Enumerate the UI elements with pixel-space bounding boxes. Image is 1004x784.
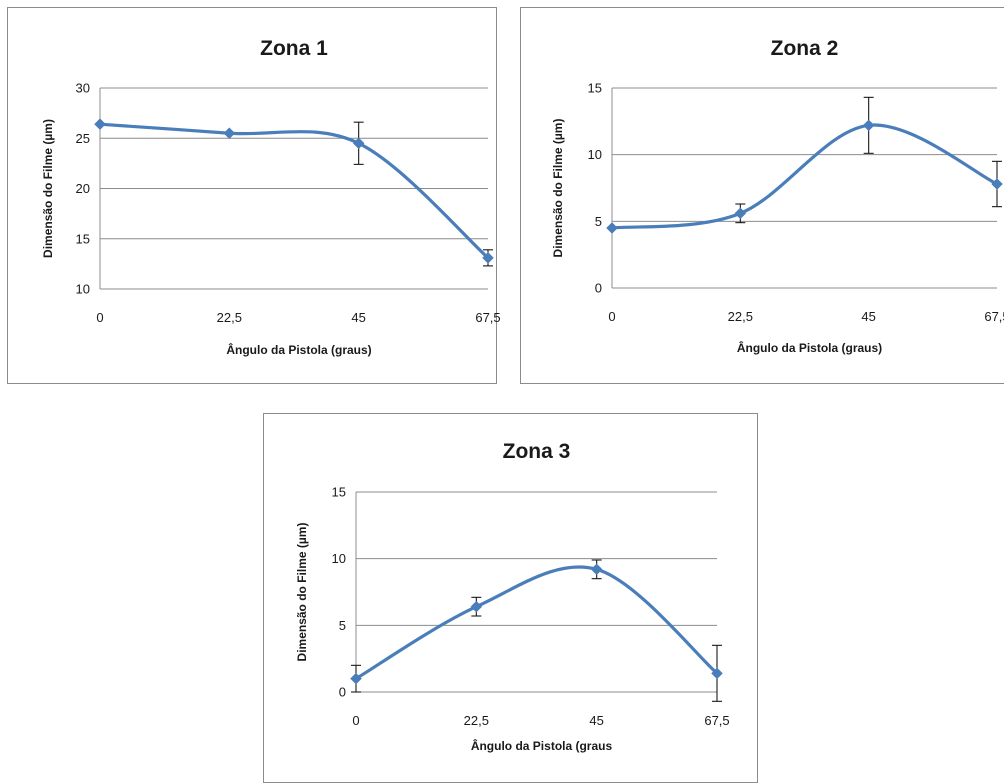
y-axis-label: Dimensão do Filme (µm)	[551, 119, 565, 258]
x-tick-label: 0	[352, 713, 359, 728]
data-point	[862, 119, 875, 132]
chart-zona-1-plot: Zona 1 10 15 20 25 30 0 22,5 45 67,5 Ângulo da Pis…	[41, 37, 501, 357]
chart-title: Zona 3	[503, 440, 571, 463]
chart-zona-3: Zona 3 0 5 10 15 0 22,5 45 67,5 Ângulo da Pistola…	[263, 413, 758, 783]
x-tick-label: 22,5	[217, 310, 242, 325]
x-tick-label: 22,5	[464, 713, 489, 728]
y-tick-label: 10	[332, 551, 346, 566]
y-tick-label: 30	[76, 81, 90, 96]
x-tick-label: 67,5	[475, 310, 500, 325]
y-axis-label: Dimensão do Filme (µm)	[41, 119, 55, 258]
y-tick-label: 15	[76, 231, 90, 246]
x-tick-label: 0	[608, 309, 615, 324]
y-tick-label: 15	[588, 81, 602, 96]
y-tick-label: 0	[339, 685, 346, 700]
data-point	[606, 222, 618, 234]
data-point	[734, 207, 747, 220]
data-point	[590, 563, 603, 576]
y-tick-label: 10	[588, 147, 602, 162]
x-tick-label: 67,5	[704, 713, 729, 728]
chart-zona-1: Zona 1 10 15 20 25 30 0 22,5 45 67,5 Ângulo da Pis…	[7, 7, 501, 384]
data-point	[711, 667, 723, 680]
chart-title: Zona 1	[260, 37, 328, 60]
data-point	[223, 127, 236, 140]
data-point	[350, 672, 362, 685]
data-point	[991, 178, 1003, 190]
x-tick-label: 45	[589, 713, 603, 728]
data-point	[352, 137, 365, 150]
chart-zona-3-plot: Zona 3 0 5 10 15 0 22,5 45 67,5 Ângulo da Pistola…	[295, 440, 730, 753]
data-point	[94, 118, 106, 131]
x-tick-label: 45	[351, 310, 365, 325]
x-tick-label: 22,5	[728, 309, 753, 324]
y-tick-label: 15	[332, 485, 346, 500]
series-line	[610, 123, 999, 230]
x-tick-label: 0	[96, 310, 103, 325]
series-line	[98, 122, 490, 260]
x-axis-label: Ângulo da Pistola (graus	[471, 738, 613, 753]
x-axis-label: Ângulo da Pistola (graus)	[226, 342, 371, 357]
y-tick-label: 10	[76, 282, 90, 297]
data-point	[470, 600, 483, 613]
series-line	[354, 565, 719, 681]
x-tick-label: 67,5	[984, 309, 1004, 324]
chart-zona-2-plot: Zona 2 0 5 10 15 0 22,5 45 67,5 Ângulo da Pistola…	[551, 37, 1004, 355]
x-tick-label: 45	[861, 309, 875, 324]
y-tick-label: 25	[76, 131, 90, 146]
y-tick-label: 0	[595, 281, 602, 296]
chart-zona-2: Zona 2 0 5 10 15 0 22,5 45 67,5 Ângulo da Pistola…	[520, 7, 1004, 384]
chart-title: Zona 2	[771, 37, 839, 60]
y-tick-label: 5	[595, 214, 602, 229]
y-tick-label: 5	[339, 618, 346, 633]
y-tick-label: 20	[76, 181, 90, 196]
y-axis-label: Dimensão do Filme (µm)	[295, 523, 309, 662]
data-point	[482, 251, 494, 264]
x-axis-label: Ângulo da Pistola (graus)	[737, 340, 882, 355]
